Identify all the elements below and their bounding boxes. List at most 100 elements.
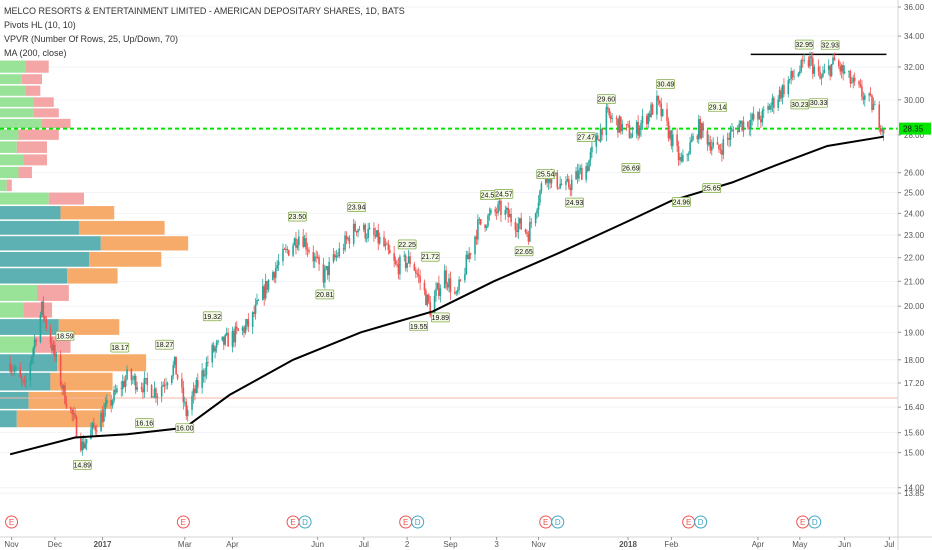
candle-body <box>760 119 762 123</box>
pivot-label: 25.54 <box>537 172 555 179</box>
candle-body <box>247 319 250 327</box>
candle-body <box>10 370 13 372</box>
candle-body <box>820 76 823 79</box>
candle-body <box>383 236 385 247</box>
candle-body <box>251 312 254 327</box>
candle-body <box>868 93 870 96</box>
candle-body <box>417 274 420 276</box>
candle-body <box>757 112 759 120</box>
time-tick-label: 2018 <box>619 540 637 549</box>
candle-body <box>732 129 735 131</box>
candle-body <box>196 379 199 388</box>
pivot-box <box>135 418 154 428</box>
candle-body <box>183 401 186 403</box>
price-tick-label: 21.00 <box>904 277 925 286</box>
vp-bar-down <box>67 268 118 284</box>
vp-bar-up <box>0 97 34 107</box>
candle-body <box>316 256 319 258</box>
candle-body <box>13 369 16 371</box>
candle-body <box>72 413 75 415</box>
time-axis[interactable]: Nov Dec 2017 Mar Apr Jun Jul 2 Sep 3 Nov 2018 Feb Apr… <box>0 536 932 549</box>
candle-body <box>709 142 712 151</box>
candle-body <box>661 109 664 117</box>
price-tick-label: 34.00 <box>904 32 925 41</box>
pivot-box <box>514 246 534 257</box>
candle-body <box>526 231 528 234</box>
candle-body <box>132 379 134 381</box>
candle-body <box>658 100 661 104</box>
candle-body <box>799 71 801 74</box>
candle-body <box>165 384 167 386</box>
candle-body <box>599 128 602 142</box>
indicator-ma[interactable]: MA (200, close) <box>4 48 67 58</box>
candle-body <box>64 385 66 404</box>
candle-body <box>416 273 419 275</box>
candle-body <box>731 129 733 132</box>
candle-body <box>217 340 219 343</box>
candle-body <box>433 295 436 316</box>
candle-body <box>191 396 193 410</box>
candle-body <box>222 336 225 345</box>
candle-body <box>140 387 143 389</box>
candle-body <box>690 139 693 143</box>
vp-bar-down <box>33 108 59 118</box>
indicator-vpvr[interactable]: VPVR (Number Of Rows, 25, Up/Down, 70) <box>4 34 179 44</box>
last-price-label: 28.35 <box>903 125 924 134</box>
candle-body <box>637 121 639 136</box>
vp-bar-up <box>0 179 7 192</box>
candle-body <box>134 375 137 390</box>
candle-body <box>651 104 654 115</box>
candle-body <box>773 97 775 108</box>
candle-body <box>123 381 125 387</box>
pivot-box <box>494 189 514 199</box>
vp-bar-up <box>0 302 24 318</box>
pivot-box <box>820 40 840 50</box>
candle-body <box>601 128 603 136</box>
vp-bar-down <box>23 302 53 318</box>
candle-body <box>22 380 24 382</box>
indicator-pivots[interactable]: Pivots HL (10, 10) <box>4 20 76 30</box>
earnings-label: E <box>543 518 548 527</box>
pivot-label: 14.89 <box>74 462 92 469</box>
candle-body <box>686 154 689 156</box>
candle-body <box>324 268 326 283</box>
candle-body <box>285 248 287 250</box>
candle-body <box>33 339 36 349</box>
candle-body <box>716 142 719 145</box>
candle-body <box>292 245 294 256</box>
pivot-box <box>110 342 130 353</box>
vp-bar-up <box>0 108 34 118</box>
candle-body <box>111 400 114 406</box>
vp-bar-down <box>58 319 120 335</box>
candle-body <box>143 378 146 393</box>
candle-body <box>25 380 27 382</box>
candle-body <box>214 347 216 352</box>
symbol-title[interactable]: MELCO RESORTS & ENTERTAINMENT LIMITED - … <box>4 6 405 16</box>
vp-bar-down <box>25 60 49 73</box>
candle-body <box>235 326 238 329</box>
candle-body <box>347 237 349 240</box>
earnings-label: E <box>686 518 691 527</box>
pivot-label: 16.00 <box>176 426 194 433</box>
candle-body <box>657 95 660 101</box>
price-tick-label: 36.00 <box>904 3 925 12</box>
candle-body <box>625 124 628 125</box>
candle-body <box>368 227 371 229</box>
candle-body <box>373 227 375 235</box>
price-axis[interactable]: 36.00 34.00 32.00 30.00 28.00 26.00 25.00 24.00… <box>897 0 932 550</box>
earnings-label: E <box>9 518 14 527</box>
vp-bar-up <box>0 410 17 428</box>
candle-body <box>631 133 634 138</box>
candle-body <box>641 115 644 124</box>
candle-body <box>706 130 709 145</box>
vp-bar-down <box>16 141 48 153</box>
candle-body <box>620 116 622 132</box>
candle-body <box>286 248 289 251</box>
candle-body <box>801 60 804 61</box>
candle-body <box>778 90 781 100</box>
candle-body <box>485 226 488 228</box>
time-tick-label: Jun <box>311 540 324 549</box>
vp-bar-down <box>6 179 12 192</box>
candle-body <box>671 134 674 147</box>
